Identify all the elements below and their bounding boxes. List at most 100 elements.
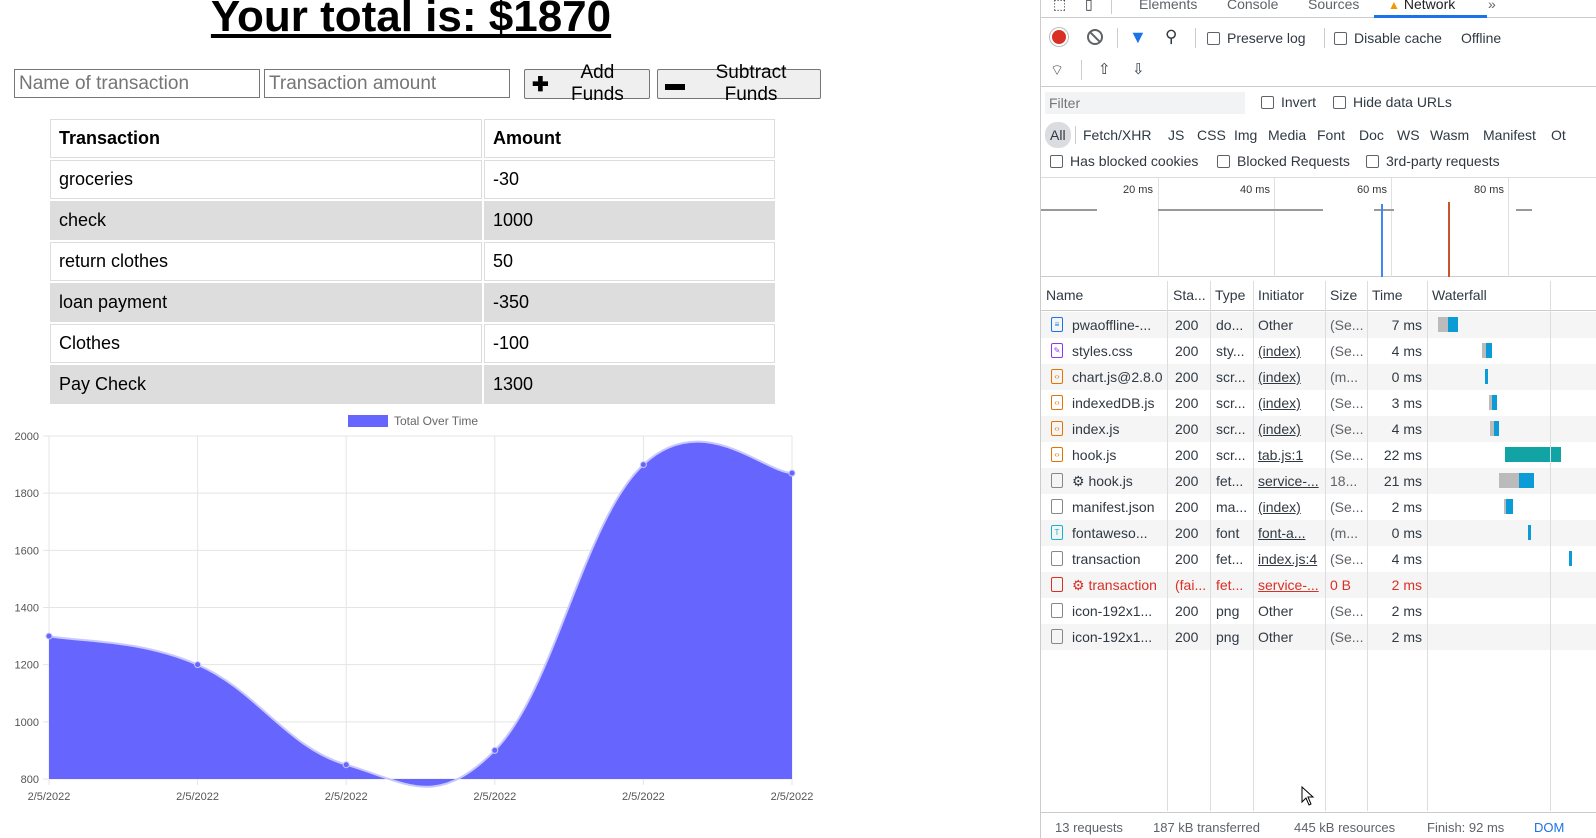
transaction-amount-input[interactable] xyxy=(264,69,510,98)
third-party-requests-checkbox[interactable]: 3rd-party requests xyxy=(1366,153,1500,169)
column-separator xyxy=(1427,281,1428,811)
request-status: 200 xyxy=(1175,369,1199,385)
request-row[interactable]: manifest.json 200 ma... (index) (Se... 2 ms xyxy=(1041,494,1596,520)
type-filter-css[interactable]: CSS xyxy=(1197,127,1226,143)
request-row[interactable]: ‹› indexedDB.js 200 scr... (index) (Se... 3 ms xyxy=(1041,390,1596,416)
request-row[interactable]: transaction 200 fet... index.js:4 (Se... 4 ms xyxy=(1041,546,1596,572)
request-initiator[interactable]: service-... xyxy=(1258,577,1319,593)
request-initiator[interactable]: (index) xyxy=(1258,395,1301,411)
preserve-log-checkbox[interactable]: Preserve log xyxy=(1207,30,1306,46)
column-header-time[interactable]: Time xyxy=(1372,287,1403,303)
hide-data-urls-checkbox[interactable]: Hide data URLs xyxy=(1333,94,1452,110)
export-har-icon[interactable]: ⇩ xyxy=(1132,61,1145,78)
request-row[interactable]: ‹› chart.js@2.8.0 200 scr... (index) (m... 0 m… xyxy=(1041,364,1596,390)
transaction-name-cell: Pay Check xyxy=(50,365,482,404)
request-name: chart.js@2.8.0 xyxy=(1072,369,1163,385)
legend-swatch xyxy=(348,415,388,427)
column-header-size[interactable]: Size xyxy=(1330,287,1358,303)
request-size: (Se... xyxy=(1330,603,1364,619)
request-initiator[interactable]: service-... xyxy=(1258,473,1319,489)
request-row[interactable]: ✎ styles.css 200 sty... (index) (Se... 4 ms xyxy=(1041,338,1596,364)
tab-console[interactable]: Console xyxy=(1227,0,1279,12)
request-status: 200 xyxy=(1175,551,1199,567)
request-initiator[interactable]: tab.js:1 xyxy=(1258,447,1304,463)
request-time: 2 ms xyxy=(1391,629,1422,645)
request-row[interactable]: ⚙ transaction (fai... fet... service-... 0 B… xyxy=(1041,572,1596,598)
preserve-log-label: Preserve log xyxy=(1227,30,1306,46)
type-filter-media[interactable]: Media xyxy=(1268,127,1307,143)
clear-button[interactable] xyxy=(1087,29,1103,45)
invert-checkbox[interactable]: Invert xyxy=(1261,94,1316,110)
requests-table-header: Name Sta... Type Initiator Size Time Wat… xyxy=(1041,281,1596,311)
transaction-name-input[interactable] xyxy=(14,69,260,98)
column-header-status[interactable]: Sta... xyxy=(1173,287,1206,303)
subtract-funds-button[interactable]: ▬ Subtract Funds xyxy=(657,62,821,105)
waterfall-bar xyxy=(1486,343,1492,358)
add-funds-button[interactable]: ✚ Add Funds xyxy=(524,62,650,105)
type-filter-img[interactable]: Img xyxy=(1234,127,1258,143)
add-funds-label: Add Funds xyxy=(570,62,624,105)
script-icon: ‹› xyxy=(1051,395,1063,410)
type-filter-other[interactable]: Ot xyxy=(1551,127,1566,143)
blocked-requests-checkbox[interactable]: Blocked Requests xyxy=(1217,153,1350,169)
request-initiator[interactable]: font-a... xyxy=(1258,525,1306,541)
has-blocked-cookies-checkbox[interactable]: Has blocked cookies xyxy=(1050,153,1198,169)
data-point xyxy=(491,746,499,754)
tab-elements[interactable]: Elements xyxy=(1139,0,1198,12)
request-initiator[interactable]: (index) xyxy=(1258,421,1301,437)
column-separator xyxy=(1367,281,1368,811)
request-initiator[interactable]: index.js:4 xyxy=(1258,551,1318,567)
checkbox-icon xyxy=(1261,95,1274,109)
type-filter-manifest[interactable]: Manifest xyxy=(1483,127,1536,143)
filter-input[interactable] xyxy=(1045,92,1245,114)
type-filter-wasm[interactable]: Wasm xyxy=(1430,127,1470,143)
type-filter-doc[interactable]: Doc xyxy=(1359,127,1384,143)
more-tabs-icon[interactable]: » xyxy=(1488,0,1496,12)
request-name: indexedDB.js xyxy=(1072,395,1155,411)
divider xyxy=(1041,86,1596,87)
disable-cache-checkbox[interactable]: Disable cache xyxy=(1334,30,1442,46)
type-filter-font[interactable]: Font xyxy=(1317,127,1346,143)
device-toolbar-icon[interactable]: ▯ xyxy=(1085,0,1093,12)
network-overview-timeline[interactable]: 20 ms 40 ms 60 ms 80 ms xyxy=(1041,177,1596,277)
column-header-transaction: Transaction xyxy=(50,119,482,158)
request-initiator[interactable]: (index) xyxy=(1258,343,1301,359)
request-row[interactable]: ⚙ hook.js 200 fet... service-... 18... 21 ms xyxy=(1041,468,1596,494)
record-button[interactable] xyxy=(1050,28,1068,46)
tab-sources[interactable]: Sources xyxy=(1308,0,1360,12)
throttle-select[interactable]: Offline xyxy=(1461,30,1502,46)
column-header-waterfall[interactable]: Waterfall xyxy=(1432,287,1487,303)
dom-content-loaded: DOM xyxy=(1534,820,1565,835)
tab-network-label: Network xyxy=(1403,0,1456,12)
minus-icon: ▬ xyxy=(665,72,685,95)
type-filter-all[interactable]: All xyxy=(1045,122,1071,148)
search-icon[interactable]: ⚲ xyxy=(1165,27,1178,46)
transaction-amount-cell: -350 xyxy=(484,283,775,322)
type-filter-fetch-xhr[interactable]: Fetch/XHR xyxy=(1083,127,1152,143)
request-initiator[interactable]: (index) xyxy=(1258,369,1301,385)
inspect-element-icon[interactable]: ⬚ xyxy=(1053,0,1067,12)
request-initiator[interactable]: (index) xyxy=(1258,499,1301,515)
column-header-name[interactable]: Name xyxy=(1046,287,1084,303)
request-row[interactable]: ‹› hook.js 200 scr... tab.js:1 (Se... 22 ms xyxy=(1041,442,1596,468)
column-header-initiator[interactable]: Initiator xyxy=(1258,287,1304,303)
column-header-type[interactable]: Type xyxy=(1215,287,1246,303)
network-conditions-icon[interactable]: ⌔ xyxy=(1050,62,1065,79)
request-row[interactable]: ‹› index.js 200 scr... (index) (Se... 4 ms xyxy=(1041,416,1596,442)
request-time: 2 ms xyxy=(1391,577,1422,593)
import-har-icon[interactable]: ⇧ xyxy=(1098,61,1111,78)
request-row[interactable]: icon-192x1... 200 png Other (Se... 2 ms xyxy=(1041,624,1596,650)
filter-toggle-icon[interactable]: ▼ xyxy=(1129,27,1147,47)
request-status: 200 xyxy=(1175,473,1199,489)
request-row[interactable]: ≡ pwaoffline-... 200 do... Other (Se... 7 ms xyxy=(1041,312,1596,338)
transaction-name-cell: check xyxy=(50,201,482,240)
request-row[interactable]: icon-192x1... 200 png Other (Se... 2 ms xyxy=(1041,598,1596,624)
overview-label: 80 ms xyxy=(1474,184,1504,196)
request-status: 200 xyxy=(1175,343,1199,359)
overview-bar xyxy=(1041,209,1097,211)
tab-network[interactable]: ▲ Network xyxy=(1388,0,1455,12)
type-filter-js[interactable]: JS xyxy=(1168,127,1185,143)
type-filter-ws[interactable]: WS xyxy=(1397,127,1420,143)
request-type: png xyxy=(1216,629,1240,645)
